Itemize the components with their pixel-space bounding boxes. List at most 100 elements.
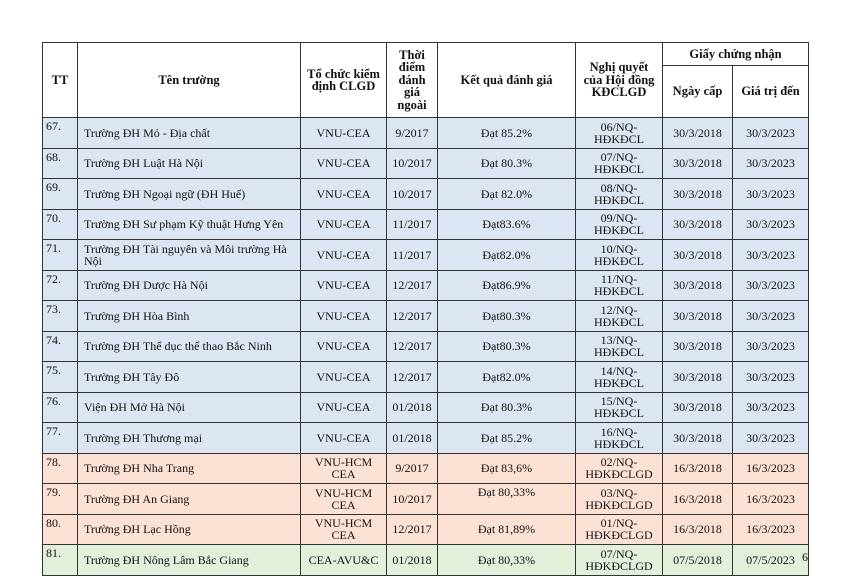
cell-resolution: 07/NQ-HĐKĐCLGD xyxy=(575,544,663,576)
cell-org: VNU-HCM CEA xyxy=(300,513,387,545)
cell-org: VNU-CEA xyxy=(300,239,387,271)
table-row: 77. Trường ĐH Thương mại VNU-CEA 01/2018 Đạt… xyxy=(42,422,810,454)
cell-issued: 30/3/2018 xyxy=(662,178,733,210)
cell-org: VNU-HCM CEA xyxy=(300,452,387,484)
cell-time: 01/2018 xyxy=(386,544,438,576)
cell-valid: 30/3/2023 xyxy=(731,178,810,210)
header-name: Tên trường xyxy=(77,42,301,118)
cell-org: VNU-HCM CEA xyxy=(300,483,387,515)
cell-tt: 75. xyxy=(42,361,78,393)
cell-time: 12/2017 xyxy=(386,330,438,362)
cell-time: 01/2018 xyxy=(386,422,438,454)
cell-time: 12/2017 xyxy=(386,300,438,332)
cell-name: Trường ĐH Mỏ - Địa chất xyxy=(77,117,301,149)
cell-org: VNU-CEA xyxy=(300,178,387,210)
cell-name: Trường ĐH Nông Lâm Bắc Giang xyxy=(77,544,301,576)
cell-name: Trường ĐH Dược Hà Nội xyxy=(77,269,301,301)
header-tt: TT xyxy=(42,42,78,118)
cell-result: Đạt 81,89% xyxy=(437,513,576,545)
cell-resolution: 02/NQ-HĐKĐCLGD xyxy=(575,452,663,484)
cell-result: Đạt86.9% xyxy=(437,269,576,301)
cell-time: 10/2017 xyxy=(386,178,438,210)
cell-time: 10/2017 xyxy=(386,483,438,515)
cell-issued: 30/3/2018 xyxy=(662,117,733,149)
table-row: 81. Trường ĐH Nông Lâm Bắc Giang CEA-AVU&C… xyxy=(42,544,810,576)
cell-result: Đạt 80.3% xyxy=(437,147,576,179)
header-time: Thời điểm đánh giá ngoài xyxy=(386,42,438,118)
cell-tt: 69. xyxy=(42,178,78,210)
cell-name: Trường ĐH An Giang xyxy=(77,483,301,515)
cell-time: 12/2017 xyxy=(386,513,438,545)
header-cert: Giấy chứng nhận xyxy=(661,42,810,66)
cell-result: Đạt 83,6% xyxy=(437,452,576,484)
cell-org: VNU-CEA xyxy=(300,300,387,332)
cell-name: Trường ĐH Hòa Bình xyxy=(77,300,301,332)
cell-result: Đạt 82.0% xyxy=(437,178,576,210)
cell-resolution: 13/NQ-HĐKĐCL xyxy=(575,330,663,362)
cell-result: Đạt 80,33% xyxy=(437,544,576,576)
header-resolution: Nghị quyết của Hội đồng KĐCLGD xyxy=(575,42,663,118)
cell-resolution: 09/NQ-HĐKĐCL xyxy=(575,208,663,240)
cell-org: VNU-CEA xyxy=(300,330,387,362)
cell-org: VNU-CEA xyxy=(300,391,387,423)
table-row: 76. Viện ĐH Mở Hà Nội VNU-CEA 01/2018 Đạt 80… xyxy=(42,391,810,423)
cell-name: Trường ĐH Tài nguyên và Môi trường Hà Nộ… xyxy=(77,239,301,271)
header-result: Kết quả đánh giá xyxy=(437,42,576,118)
cell-name: Trường ĐH Sư phạm Kỹ thuật Hưng Yên xyxy=(77,208,301,240)
accreditation-table: TT Tên trường Tổ chức kiểm định CLGD Thờ… xyxy=(42,42,810,576)
cell-resolution: 12/NQ-HĐKĐCL xyxy=(575,300,663,332)
cell-result: Đạt80.3% xyxy=(437,300,576,332)
cell-valid: 30/3/2023 xyxy=(731,147,810,179)
cell-valid: 16/3/2023 xyxy=(731,513,810,545)
cell-resolution: 15/NQ-HĐKĐCL xyxy=(575,391,663,423)
cell-org: VNU-CEA xyxy=(300,422,387,454)
cell-valid: 30/3/2023 xyxy=(731,300,810,332)
header-org: Tổ chức kiểm định CLGD xyxy=(300,42,387,118)
cell-org: VNU-CEA xyxy=(300,361,387,393)
cell-tt: 70. xyxy=(42,208,78,240)
header-valid: Giá trị đến xyxy=(731,65,810,118)
cell-result: Đạt 80,33% xyxy=(437,483,576,515)
cell-tt: 80. xyxy=(42,513,78,545)
table-row: 69. Trường ĐH Ngoại ngữ (ĐH Huế) VNU-CEA 10… xyxy=(42,178,810,210)
cell-issued: 30/3/2018 xyxy=(662,269,733,301)
cell-tt: 78. xyxy=(42,452,78,484)
cell-issued: 30/3/2018 xyxy=(662,147,733,179)
cell-resolution: 06/NQ-HĐKĐCL xyxy=(575,117,663,149)
cell-resolution: 03/NQ-HĐKĐCLGD xyxy=(575,483,663,515)
cell-time: 11/2017 xyxy=(386,208,438,240)
cell-name: Trường ĐH Thương mại xyxy=(77,422,301,454)
cell-name: Trường ĐH Lạc Hồng xyxy=(77,513,301,545)
cell-issued: 07/5/2018 xyxy=(662,544,733,576)
cell-issued: 16/3/2018 xyxy=(662,452,733,484)
cell-time: 11/2017 xyxy=(386,239,438,271)
cell-org: CEA-AVU&C xyxy=(300,544,387,576)
cell-org: VNU-CEA xyxy=(300,208,387,240)
cell-time: 12/2017 xyxy=(386,361,438,393)
table-row: 68. Trường ĐH Luật Hà Nội VNU-CEA 10/2017 Đạ… xyxy=(42,147,810,179)
cell-issued: 30/3/2018 xyxy=(662,422,733,454)
cell-valid: 30/3/2023 xyxy=(731,239,810,271)
cell-issued: 30/3/2018 xyxy=(662,239,733,271)
cell-resolution: 11/NQ-HĐKĐCL xyxy=(575,269,663,301)
cell-result: Đạt 80.3% xyxy=(437,391,576,423)
cell-issued: 16/3/2018 xyxy=(662,483,733,515)
cell-valid: 30/3/2023 xyxy=(731,208,810,240)
cell-tt: 73. xyxy=(42,300,78,332)
cell-issued: 30/3/2018 xyxy=(662,391,733,423)
cell-time: 01/2018 xyxy=(386,391,438,423)
cell-resolution: 10/NQ-HĐKĐCL xyxy=(575,239,663,271)
cell-time: 9/2017 xyxy=(386,452,438,484)
cell-valid: 30/3/2023 xyxy=(731,269,810,301)
cell-result: Đạt82.0% xyxy=(437,361,576,393)
cell-valid: 30/3/2023 xyxy=(731,330,810,362)
cell-valid: 07/5/2023 xyxy=(731,544,810,576)
table-row: 78. Trường ĐH Nha Trang VNU-HCM CEA 9/2017 Đ… xyxy=(42,452,810,484)
cell-result: Đạt80.3% xyxy=(437,330,576,362)
cell-name: Viện ĐH Mở Hà Nội xyxy=(77,391,301,423)
table-row: 72. Trường ĐH Dược Hà Nội VNU-CEA 12/2017 Đạ… xyxy=(42,269,810,301)
cell-tt: 68. xyxy=(42,147,78,179)
cell-issued: 30/3/2018 xyxy=(662,208,733,240)
cell-tt: 74. xyxy=(42,330,78,362)
cell-time: 12/2017 xyxy=(386,269,438,301)
